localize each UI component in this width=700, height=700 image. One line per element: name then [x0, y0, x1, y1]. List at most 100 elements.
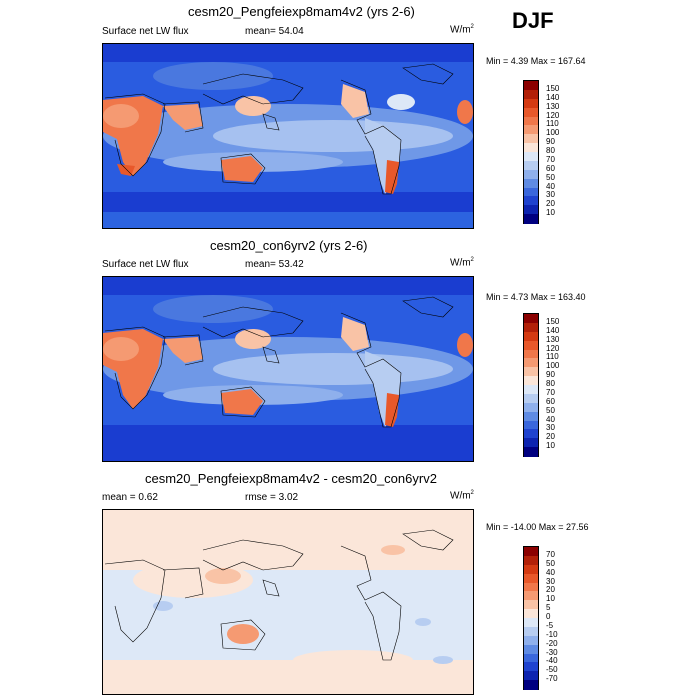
colorbar-tick-label: 30 — [546, 190, 555, 200]
colorbar-tick-label: 140 — [546, 325, 560, 335]
colorbar-tick-label: 100 — [546, 361, 560, 371]
colorbar-box — [524, 98, 538, 109]
colorbar-box — [524, 582, 538, 592]
colorbar-box — [524, 635, 538, 646]
colorbar-box — [524, 214, 538, 224]
panel1-variable-label: Surface net LW flux — [102, 26, 189, 37]
colorbar-tick-label: 130 — [546, 101, 560, 111]
colorbar-tick-label: 40 — [546, 414, 555, 424]
colorbar-box — [524, 81, 538, 91]
panel2-minmax: Min = 4.73 Max = 163.40 — [486, 292, 586, 302]
colorbar-box — [524, 322, 538, 333]
colorbar-tick-label: 130 — [546, 334, 560, 344]
panel1-units: W/m2 — [450, 24, 474, 36]
panel3-title: cesm20_Pengfeiexp8mam4v2 - cesm20_con6yr… — [145, 471, 437, 486]
colorbar-box — [524, 618, 538, 628]
colorbar-box — [524, 89, 538, 100]
panel1-map — [102, 43, 474, 229]
colorbar-box — [524, 196, 538, 206]
colorbar-box — [524, 314, 538, 324]
panel2-units: W/m2 — [450, 257, 474, 269]
panel3-map — [102, 509, 474, 695]
colorbar-box — [524, 107, 538, 117]
colorbar-box — [524, 349, 538, 359]
colorbar-tick-label: 5 — [546, 603, 551, 613]
colorbar-tick-label: 20 — [546, 585, 555, 595]
colorbar-box — [524, 573, 538, 583]
season-label: DJF — [512, 8, 554, 33]
colorbar-box — [524, 358, 538, 368]
panel3-units: W/m2 — [450, 490, 474, 502]
colorbar-tick-label: 150 — [546, 83, 560, 93]
panel2-colorbar — [523, 313, 539, 457]
colorbar-tick-label: 120 — [546, 343, 560, 353]
panel1-title: cesm20_Pengfeiexp8mam4v2 (yrs 2-6) — [188, 4, 415, 19]
colorbar-tick-label: 70 — [546, 154, 555, 164]
colorbar-tick-label: -10 — [546, 629, 558, 639]
colorbar-box — [524, 393, 538, 404]
colorbar-tick-label: 80 — [546, 379, 555, 388]
colorbar-box — [524, 626, 538, 637]
colorbar-box — [524, 420, 538, 430]
colorbar-box — [524, 600, 538, 610]
colorbar-tick-label: 60 — [546, 163, 555, 173]
colorbar-tick-label: -50 — [546, 665, 558, 675]
panel1-mean-label: mean= 54.04 — [245, 26, 304, 37]
colorbar-box — [524, 429, 538, 439]
colorbar-tick-label: 40 — [546, 181, 555, 191]
colorbar-tick-label: 80 — [546, 146, 555, 155]
colorbar-box — [524, 564, 538, 575]
colorbar-tick-label: 0 — [546, 612, 551, 621]
colorbar-tick-label: 10 — [546, 594, 555, 604]
colorbar-tick-label: 120 — [546, 110, 560, 120]
colorbar-tick-label: 60 — [546, 396, 555, 406]
colorbar-box — [524, 205, 538, 215]
colorbar-box — [524, 367, 538, 377]
colorbar-box — [524, 411, 538, 421]
panel1-minmax: Min = 4.39 Max = 167.64 — [486, 56, 586, 66]
colorbar-tick-label: 100 — [546, 128, 560, 138]
colorbar-tick-label: 70 — [546, 549, 555, 559]
colorbar-box — [524, 609, 538, 619]
panel3-minmax: Min = -14.00 Max = 27.56 — [486, 522, 589, 532]
panel3-rmse-label: rmse = 3.02 — [245, 492, 299, 503]
colorbar-tick-label: 20 — [546, 432, 555, 442]
colorbar-box — [524, 169, 538, 180]
panel2-map — [102, 276, 474, 462]
colorbar-box — [524, 340, 538, 350]
colorbar-box — [524, 160, 538, 171]
panel2-title: cesm20_con6yrv2 (yrs 2-6) — [210, 238, 368, 253]
colorbar-tick-label: 50 — [546, 558, 555, 568]
colorbar-tick-label: 110 — [546, 352, 559, 362]
colorbar-tick-label: -40 — [546, 656, 558, 666]
colorbar-box — [524, 438, 538, 448]
colorbar-tick-label: -5 — [546, 620, 554, 630]
colorbar-tick-label: -30 — [546, 647, 558, 657]
colorbar-tick-label: 140 — [546, 92, 560, 102]
colorbar-box — [524, 116, 538, 126]
panel3-colorbar — [523, 546, 539, 690]
colorbar-tick-label: 30 — [546, 423, 555, 433]
colorbar-box — [524, 125, 538, 135]
colorbar-tick-label: 20 — [546, 199, 555, 209]
colorbar-tick-label: 90 — [546, 370, 555, 380]
colorbar-box — [524, 402, 538, 413]
colorbar-box — [524, 680, 538, 690]
colorbar-tick-label: -20 — [546, 638, 558, 648]
panel2-mean-label: mean= 53.42 — [245, 259, 304, 270]
colorbar-box — [524, 376, 538, 386]
colorbar-tick-label: 110 — [546, 119, 559, 129]
colorbar-box — [524, 187, 538, 197]
colorbar-tick-label: 50 — [546, 405, 555, 415]
colorbar-box — [524, 653, 538, 663]
colorbar-tick-label: -70 — [546, 674, 558, 684]
colorbar-tick-label: 90 — [546, 137, 555, 147]
colorbar-box — [524, 152, 538, 162]
panel1-colorbar — [523, 80, 539, 224]
colorbar-box — [524, 447, 538, 457]
colorbar-tick-label: 50 — [546, 172, 555, 182]
colorbar-box — [524, 134, 538, 144]
panel3-mean-label: mean = 0.62 — [102, 492, 158, 503]
panel2-variable-label: Surface net LW flux — [102, 259, 189, 270]
colorbar-box — [524, 662, 538, 672]
